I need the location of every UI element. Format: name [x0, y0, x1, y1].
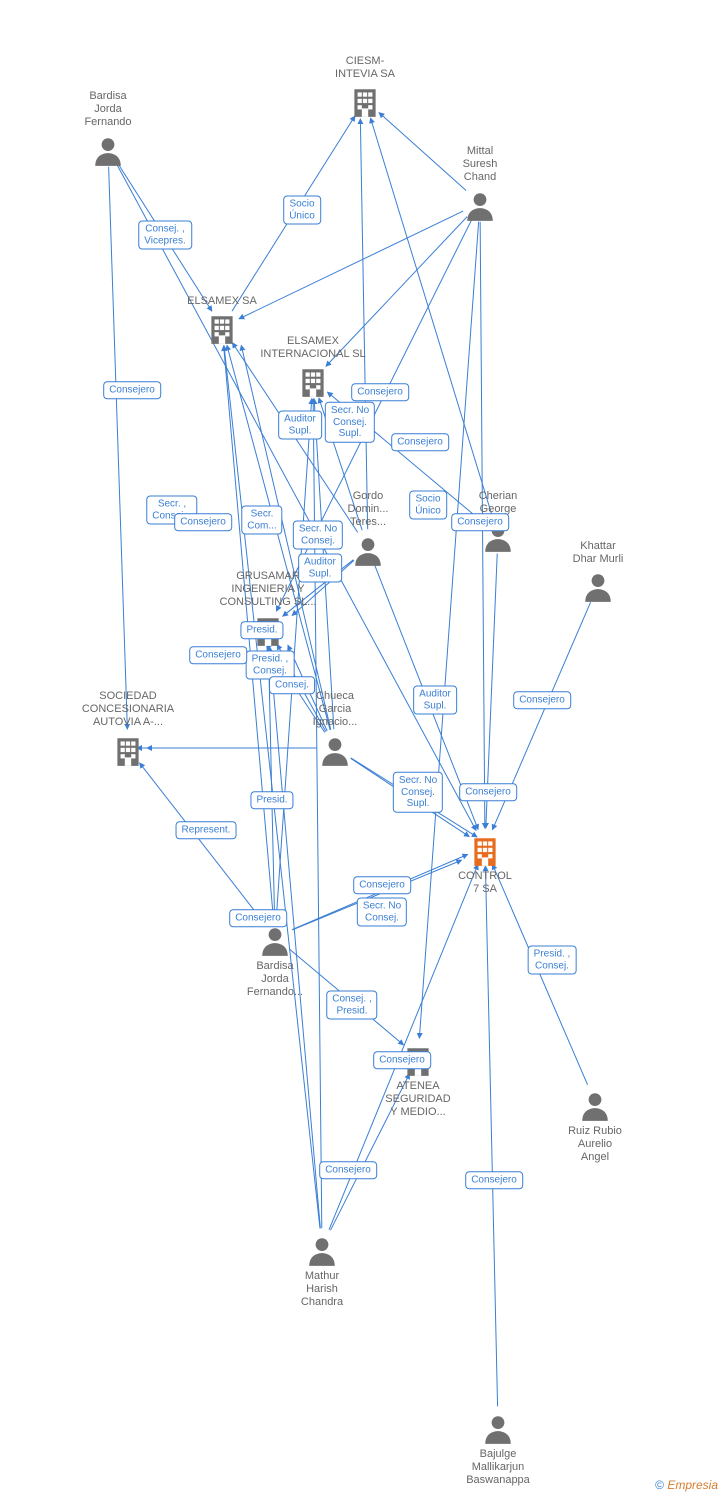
edge-label: Consejero	[373, 1051, 431, 1069]
edge-label: Secr. No Consej. Supl.	[393, 772, 443, 813]
person-icon	[262, 1234, 382, 1268]
node-label: ChuecaGarciaIgnacio...	[275, 690, 395, 730]
edge-label: Presid. , Consej.	[246, 651, 295, 680]
edge-label: Consejero	[174, 513, 232, 531]
edge-label: Consejero	[189, 646, 247, 664]
edge-label: Presid.	[250, 791, 293, 809]
node-label: BardisaJordaFernando...	[215, 960, 335, 1000]
edge-label: Presid.	[240, 621, 283, 639]
person-icon	[420, 189, 540, 223]
building-icon	[425, 834, 545, 868]
edge-label: Secr. No Consej.	[357, 898, 407, 927]
brand-name: Empresia	[667, 1478, 718, 1492]
node-label: BajulgeMallikarjunBaswanappa	[438, 1448, 558, 1488]
person-icon	[48, 134, 168, 168]
node-label: BardisaJordaFernando	[48, 90, 168, 130]
node-label: KhattarDhar Murli	[538, 540, 658, 566]
copyright-symbol: ©	[655, 1478, 664, 1492]
edge-bardisa2-sociedad	[139, 763, 263, 922]
edge-label: Auditor Supl.	[413, 686, 457, 715]
edge-bardisa-sociedad	[109, 167, 128, 730]
person-icon	[535, 1089, 655, 1123]
person-node-bardisa2[interactable]: BardisaJordaFernando...	[215, 920, 335, 1000]
edge-label: Secr. Com...	[241, 506, 282, 535]
person-node-khattar[interactable]: KhattarDhar Murli	[538, 540, 658, 604]
edge-mittal-atenea	[419, 222, 478, 1039]
edge-ruiz-control7	[492, 864, 587, 1085]
edge-label: Represent.	[176, 821, 237, 839]
edge-bajulge-control7	[485, 866, 497, 1407]
node-label: Ruiz RubioAurelioAngel	[535, 1125, 655, 1165]
person-node-mittal[interactable]: MittalSureshChand	[420, 145, 540, 223]
edge-label: Consejero	[229, 909, 287, 927]
edge-label: Socio Único	[283, 196, 321, 225]
edge-label: Consejero	[353, 876, 411, 894]
edge-label: Consejero	[459, 783, 517, 801]
person-node-bajulge[interactable]: BajulgeMallikarjunBaswanappa	[438, 1408, 558, 1488]
edge-label: Consejero	[451, 513, 509, 531]
company-node-sociedad[interactable]: SOCIEDADCONCESIONARIAAUTOVIA A-...	[68, 690, 188, 768]
edge-label: Secr. No Consej. Supl.	[325, 402, 375, 443]
person-icon	[275, 734, 395, 768]
edge-label: Auditor Supl.	[298, 554, 342, 583]
node-label: MittalSureshChand	[420, 145, 540, 185]
edge-label: Consejero	[319, 1161, 377, 1179]
node-label: SOCIEDADCONCESIONARIAAUTOVIA A-...	[68, 690, 188, 730]
watermark: © Empresia	[655, 1478, 718, 1492]
person-node-bardisa[interactable]: BardisaJordaFernando	[48, 90, 168, 168]
person-node-ruiz[interactable]: Ruiz RubioAurelioAngel	[535, 1085, 655, 1165]
edge-label: Socio Único	[409, 491, 447, 520]
edge-label: Consejero	[513, 691, 571, 709]
edge-label: Secr. No Consej.	[293, 521, 343, 550]
company-node-control7[interactable]: CONTROL7 SA	[425, 830, 545, 896]
building-icon	[305, 85, 425, 119]
person-node-mathur[interactable]: MathurHarishChandra	[262, 1230, 382, 1310]
edge-label: Auditor Supl.	[278, 411, 322, 440]
edge-label: Consejero	[351, 383, 409, 401]
node-label: MathurHarishChandra	[262, 1270, 382, 1310]
node-label: CIESM-INTEVIA SA	[305, 55, 425, 81]
building-icon	[68, 734, 188, 768]
edge-mathur-elsamexsa	[224, 346, 320, 1229]
person-icon	[538, 570, 658, 604]
edge-gordo-ciesm	[360, 119, 367, 530]
edge-label: Consejero	[103, 381, 161, 399]
edge-label: Consejero	[391, 433, 449, 451]
edge-label: Consej. , Vicepres.	[138, 221, 192, 250]
edge-label: Consej.	[269, 676, 315, 694]
company-node-ciesm[interactable]: CIESM-INTEVIA SA	[305, 55, 425, 119]
edge-label: Consej. , Presid.	[326, 991, 377, 1020]
person-icon	[438, 1412, 558, 1446]
edge-label: Consejero	[465, 1171, 523, 1189]
network-diagram: CIESM-INTEVIA SA BardisaJordaFernando Mi…	[0, 0, 728, 1500]
person-icon	[215, 924, 335, 958]
person-node-chueca[interactable]: ChuecaGarciaIgnacio...	[275, 690, 395, 768]
edge-label: Presid. , Consej.	[528, 946, 577, 975]
node-label: ATENEASEGURIDADY MEDIO...	[358, 1080, 478, 1120]
node-label: ELSAMEX SA	[162, 295, 282, 308]
node-label: CONTROL7 SA	[425, 870, 545, 896]
node-label: ELSAMEXINTERNACIONAL SL	[253, 335, 373, 361]
